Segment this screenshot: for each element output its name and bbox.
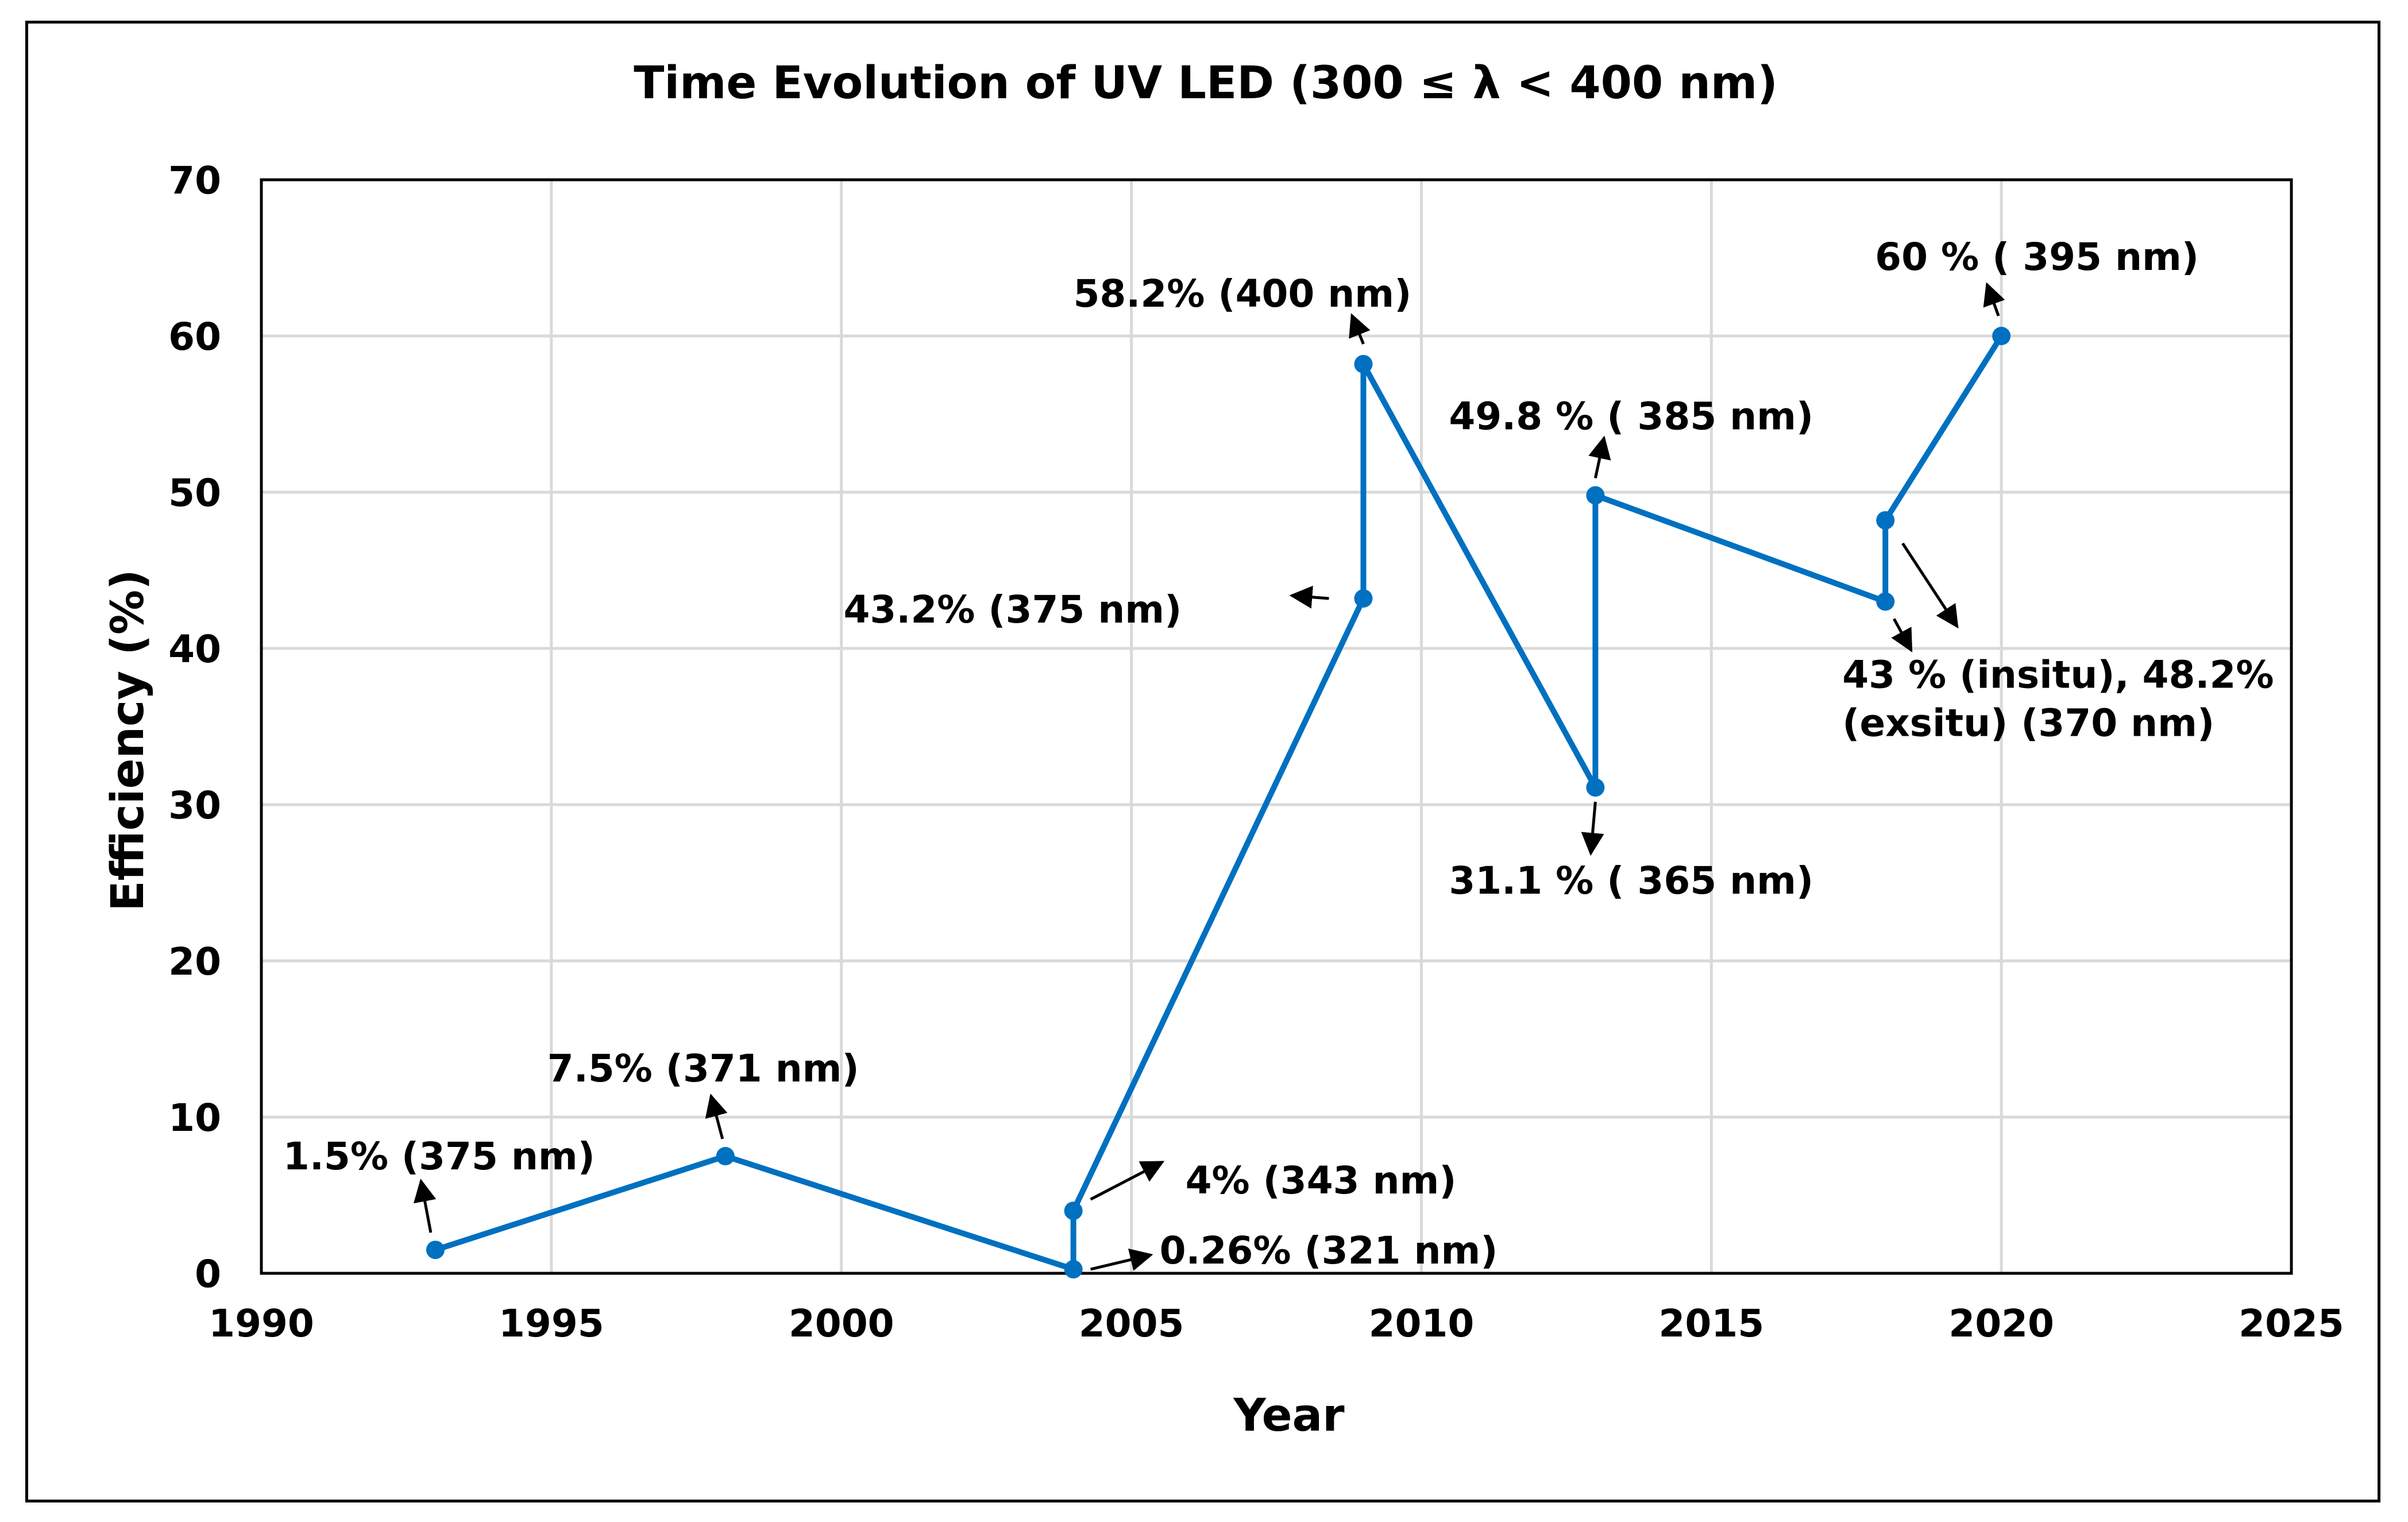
x-tick-label: 1995 [499,1301,604,1346]
data-point [426,1241,445,1260]
data-point [1354,589,1373,608]
annotation-layer: 1.5% (375 nm) 7.5% (371 nm) 4% (343 nm) 0.2… [283,235,2274,1273]
annotation-line: 0.26% (321 nm) [1160,1229,1498,1273]
data-point [1586,778,1605,797]
annotation-line: 60 % ( 395 nm) [1875,235,2199,279]
series-line [434,334,2004,1272]
chart-frame: Time Evolution of UV LED (300 ≤ λ < 400 … [25,21,2380,1502]
annotation-label: 4% (343 nm) [1186,1158,1457,1203]
y-tick-label: 20 [168,940,221,984]
x-tick-label: 2005 [1079,1301,1184,1346]
x-tick-label: 1990 [209,1301,314,1346]
x-tick-label: 2000 [789,1301,894,1346]
annotation-line: 43.2% (375 nm) [843,588,1182,632]
annotation-label: 60 % ( 395 nm) [1875,235,2199,279]
annotation-line: 58.2% (400 nm) [1073,272,1411,316]
data-point [716,1147,735,1165]
y-tick-label: 0 [195,1252,221,1296]
annotation-line: 43 % (insitu), 48.2% [1842,652,2274,697]
data-point [1064,1260,1083,1278]
annotation-label: 0.26% (321 nm) [1160,1229,1498,1273]
line-chart: Time Evolution of UV LED (300 ≤ λ < 400 … [102,57,2344,1442]
x-tick-label: 2010 [1369,1301,1475,1346]
x-tick-label: 2015 [1658,1301,1764,1346]
annotation-arrow [1090,1248,1153,1271]
annotation-arrow [1901,542,1959,629]
x-tick-label: 2025 [2239,1301,2344,1346]
y-tick-label: 30 [168,783,221,828]
annotation-arrow [1588,435,1611,478]
annotation-arrow [1090,1160,1165,1201]
x-axis-title: Year [1233,1390,1345,1442]
plot-area [260,178,2293,1275]
x-tick-label: 2020 [1948,1301,2054,1346]
data-point [1354,354,1373,373]
y-axis-title: Efficiency (%) [102,569,154,911]
annotation-arrow [1983,282,2005,316]
data-point [1586,486,1605,505]
y-tick-label: 40 [168,627,221,671]
annotation-line: 31.1 % ( 365 nm) [1449,859,1813,903]
data-point [1992,327,2011,345]
annotation-label: 43 % (insitu), 48.2% (exsitu) (370 nm) [1842,652,2274,745]
annotation-label: 49.8 % ( 385 nm) [1449,394,1813,438]
y-tick-label: 10 [168,1096,221,1140]
annotation-line: (exsitu) (370 nm) [1842,701,2214,745]
data-point [1064,1202,1083,1220]
annotation-arrow [1289,585,1329,609]
annotation-line: 7.5% (371 nm) [547,1046,859,1091]
annotation-arrow [413,1179,437,1233]
data-point [1876,511,1895,530]
annotation-line: 1.5% (375 nm) [283,1134,595,1179]
annotation-arrow [1891,618,1913,652]
annotation-line: 49.8 % ( 385 nm) [1449,394,1813,438]
annotation-arrow [705,1094,728,1139]
annotation-arrow [1349,313,1371,345]
data-point [1876,592,1895,611]
series-layer [426,327,2011,1278]
annotation-line: 4% (343 nm) [1186,1158,1457,1203]
axis-ticks: 1990 1995 2000 2005 2010 2015 2020 2025 0 10 20 30 4… [168,159,2344,1346]
chart-title: Time Evolution of UV LED (300 ≤ λ < 400 … [634,57,1778,109]
annotation-label: 7.5% (371 nm) [547,1046,859,1091]
annotation-label: 31.1 % ( 365 nm) [1449,859,1813,903]
gridlines [260,178,2293,1275]
annotation-label: 43.2% (375 nm) [843,588,1182,632]
y-tick-label: 70 [168,159,221,203]
y-tick-label: 60 [168,315,221,359]
annotation-label: 58.2% (400 nm) [1073,272,1411,316]
annotation-label: 1.5% (375 nm) [283,1134,595,1179]
y-tick-label: 50 [168,471,221,515]
annotation-arrow [1581,801,1604,856]
